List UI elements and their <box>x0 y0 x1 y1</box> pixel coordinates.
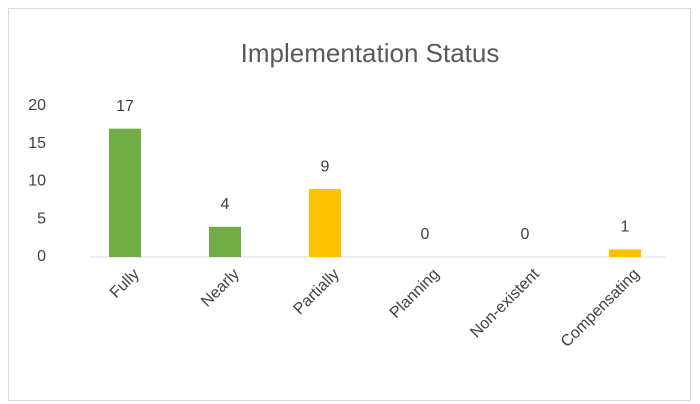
bar <box>209 226 241 257</box>
data-label: 0 <box>521 226 530 243</box>
data-label: 0 <box>421 226 430 243</box>
y-tick-label: 10 <box>28 173 46 190</box>
y-tick-label: 5 <box>37 210 46 227</box>
data-label: 17 <box>116 98 134 115</box>
bar <box>109 128 141 257</box>
y-tick-label: 15 <box>28 135 46 152</box>
y-tick-label: 20 <box>28 97 46 114</box>
data-label: 1 <box>621 219 630 236</box>
chart-title: Implementation Status <box>241 38 500 68</box>
y-tick-label: 0 <box>37 248 46 265</box>
data-label: 9 <box>321 158 330 175</box>
data-label: 4 <box>221 196 230 213</box>
bar <box>609 249 641 257</box>
bar <box>309 189 341 257</box>
